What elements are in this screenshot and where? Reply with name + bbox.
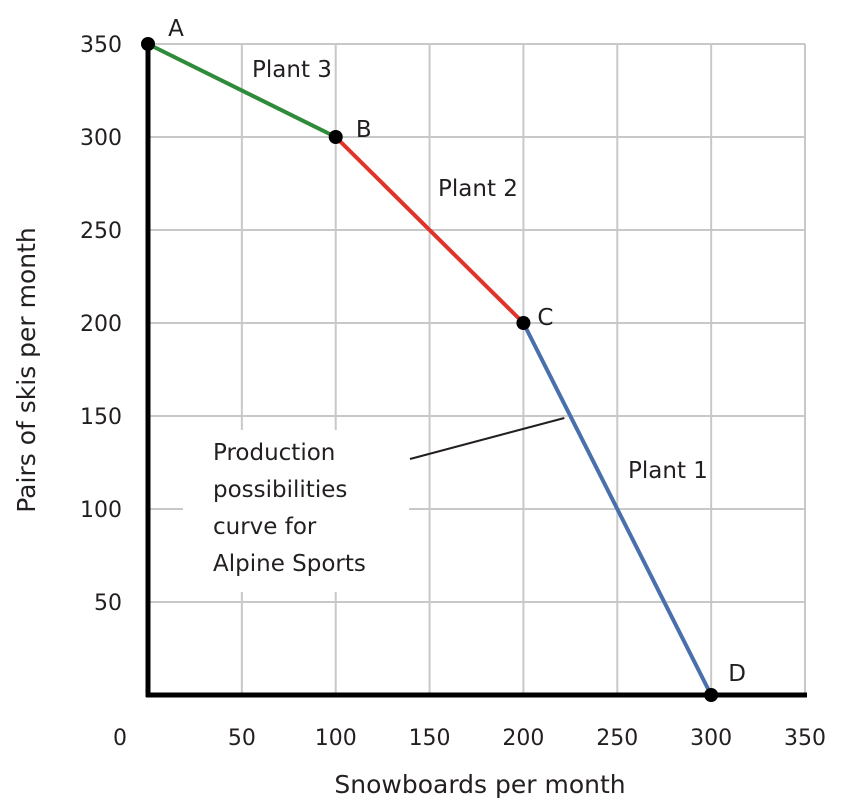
point-c: [516, 316, 531, 330]
segment-plant-2: [333, 135, 526, 325]
axes: [145, 42, 807, 698]
annotation-text-line: possibilities: [213, 477, 347, 503]
x-tick-label: 0: [113, 726, 127, 751]
segment-plant-1: [521, 321, 714, 697]
segment-plant-3: [146, 42, 338, 139]
x-tick-label: 350: [784, 726, 826, 751]
point-b: [328, 130, 343, 144]
point-d: [704, 688, 719, 702]
segment-label: Plant 3: [252, 57, 332, 83]
x-tick-label: 50: [228, 726, 256, 751]
x-tick-label: 100: [315, 726, 357, 751]
x-tick-label: 250: [596, 726, 638, 751]
y-tick-label: 200: [80, 312, 122, 337]
grid: [148, 43, 806, 695]
y-tick-label: 300: [80, 126, 122, 151]
annotation-background: [183, 430, 409, 592]
point-label: B: [356, 117, 372, 143]
curve-segments: Plant 3 Plant 2 Plant 1: [146, 42, 714, 697]
segment-label: Plant 1: [628, 458, 708, 484]
point-label: C: [537, 305, 553, 331]
segment-label: Plant 2: [438, 176, 518, 202]
x-tick-label: 150: [409, 726, 451, 751]
y-tick-label: 250: [80, 219, 122, 244]
y-tick-label: 50: [94, 591, 122, 616]
y-tick-labels: 50 100 150 200 250 300 350: [80, 33, 122, 616]
x-tick-labels: 0 50 100 150 200 250 300 350: [113, 726, 826, 751]
point-a: [141, 37, 155, 51]
x-tick-label: 300: [690, 726, 732, 751]
point-label: D: [728, 661, 746, 687]
x-tick-label: 200: [502, 726, 544, 751]
point-label: A: [168, 16, 184, 42]
y-axis-title: Pairs of skis per month: [12, 227, 41, 513]
annotation-text-line: Production: [213, 440, 335, 466]
x-axis-title: Snowboards per month: [334, 770, 625, 799]
annotation: Production possibilities curve for Alpine S…: [183, 417, 565, 592]
y-tick-label: 150: [80, 405, 122, 430]
annotation-text-line: curve for: [213, 514, 317, 540]
curve-points: A B C D: [141, 16, 746, 702]
y-tick-label: 100: [80, 498, 122, 523]
annotation-text-line: Alpine Sports: [213, 551, 366, 577]
y-tick-label: 350: [80, 33, 122, 58]
annotation-leader-line: [409, 417, 565, 460]
